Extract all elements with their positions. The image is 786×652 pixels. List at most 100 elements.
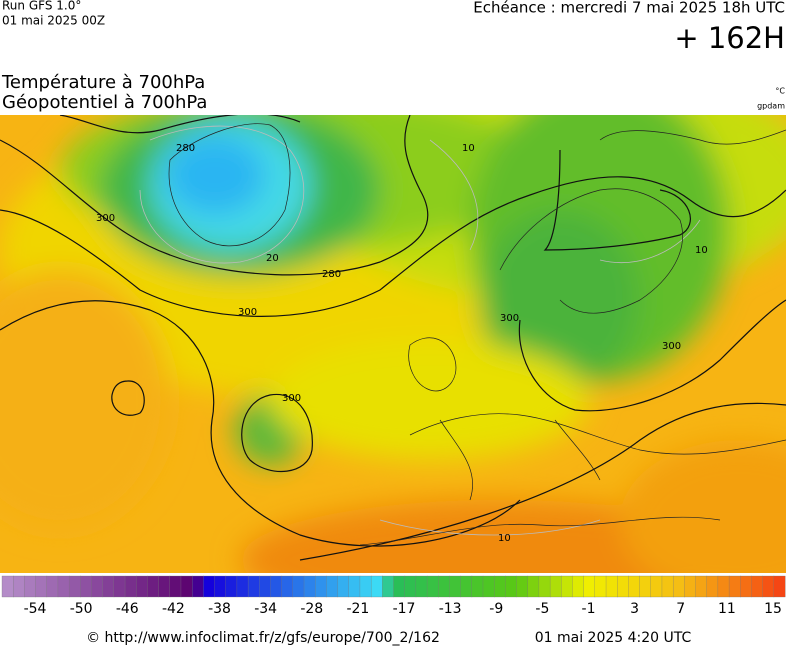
colorbar-cell [438,575,450,598]
contour-label: 300 [662,341,681,352]
colorbar-cell [24,575,37,598]
colorbar-cell [292,575,305,598]
colorbar-cell [147,575,160,598]
colorbar-cell [192,575,204,598]
colorbar-cell [337,575,350,598]
colorbar-cell [482,575,495,598]
colorbar-cell [516,575,529,598]
colorbar-cell [35,575,48,598]
colorbar-label: -42 [162,601,185,617]
colorbar-cell [538,575,551,598]
colorbar-cell [594,575,607,598]
colorbar-cell [91,575,104,598]
colorbar-cell [460,575,473,598]
colorbar-cell [57,575,70,598]
colorbar-cell [236,575,249,598]
colorbar-cell [404,575,417,598]
colorbar-cell [695,575,708,598]
colorbar-label: -54 [24,601,47,617]
colorbar-cell [382,575,394,598]
colorbar-cell [527,575,540,598]
colorbar-cell [572,575,585,598]
colorbar-cell [449,575,462,598]
colorbar-cell [68,575,81,598]
colorbar-cell [203,575,215,598]
colorbar-cell [628,575,641,598]
colorbar-cell [561,575,573,598]
colorbar-cell [225,575,238,598]
colorbar-label: -46 [116,601,139,617]
colorbar-cell [348,575,361,598]
colorbar-label: -34 [254,601,277,617]
colorbar-cell [136,575,148,598]
contour-label: 300 [96,213,115,224]
colorbar-cell [605,575,618,598]
colorbar-label: -17 [393,601,416,617]
lead-time: + 162H [674,21,785,55]
colorbar-cell [359,575,372,598]
isotherm-label: 20 [266,253,279,264]
colorbar-cell [717,575,730,598]
colorbar-cell [505,575,517,598]
isotherm-label: 10 [695,245,708,256]
colorbar-cell [471,575,484,598]
unit-temperature: °C [775,87,785,96]
isotherm-label: 10 [498,533,511,544]
colorbar-cell [415,575,428,598]
temperature-field [0,115,786,573]
colorbar-cell [259,575,271,598]
colorbar-cell [180,575,193,598]
colorbar-cell [639,575,652,598]
colorbar-cell [494,575,506,598]
footer-source: © http://www.infoclimat.fr/z/gfs/europe/… [86,630,440,646]
colorbar-cell [214,575,227,598]
colorbar-cell [740,575,752,598]
colorbar-label: 15 [764,601,782,617]
colorbar-cell [46,575,59,598]
colorbar-label: -50 [70,601,93,617]
colorbar-cell [270,575,283,598]
title-geopotential: Géopotentiel à 700hPa [2,92,207,113]
colorbar-cell [1,575,14,598]
colorbar-label: 7 [676,601,685,617]
colorbar-cell [315,575,327,598]
colorbar-label: -21 [346,601,369,617]
contour-label: 300 [500,313,519,324]
colorbar-label: -28 [300,601,323,617]
colorbar-cell [773,575,786,598]
colorbar-cell [751,575,764,598]
colorbar-label: -38 [208,601,231,617]
contour-label: 300 [238,307,257,318]
colorbar-cell [158,575,171,598]
unit-geopotential: gpdam [757,102,785,111]
colorbar-cell [426,575,439,598]
colorbar-cell [672,575,685,598]
colorbar-cell [762,575,775,598]
colorbar-cell [684,575,696,598]
map: 280 280 300 300 300 300 300 10 10 10 20 [0,115,786,573]
colorbar-cell [728,575,741,598]
run-date: 01 mai 2025 00Z [2,14,105,28]
colorbar-cell [370,575,383,598]
temperature-isotherms [139,125,701,536]
colorbar-cell [303,575,316,598]
colorbar-cell [583,575,596,598]
colorbar-label: -5 [535,601,549,617]
contour-label: 280 [176,143,195,154]
colorbar-cell [661,575,674,598]
footer-generated: 01 mai 2025 4:20 UTC [535,630,692,646]
colorbar-cell [247,575,260,598]
colorbar-cell [650,575,663,598]
colorbar-cell [80,575,92,598]
colorbar-label: -13 [439,601,462,617]
colorbar-cell [393,575,406,598]
colorbar [1,575,786,598]
colorbar-cell [281,575,294,598]
colorbar-label: 11 [718,601,736,617]
colorbar-label: -9 [489,601,503,617]
colorbar-cell [102,575,115,598]
coastlines [168,123,786,546]
contour-label: 280 [322,269,341,280]
run-label: Run GFS 1.0° [2,0,81,13]
